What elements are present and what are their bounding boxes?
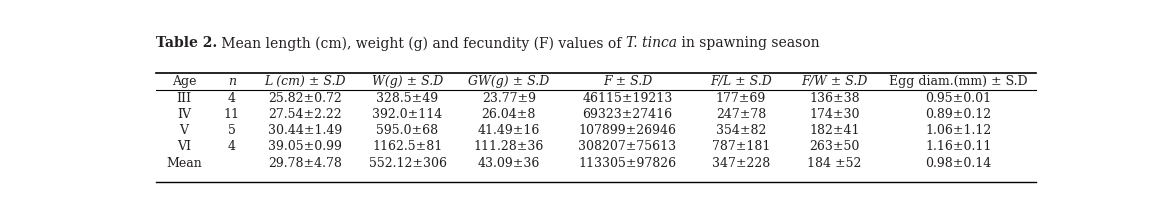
Text: Mean: Mean xyxy=(166,157,201,170)
Text: 177±69: 177±69 xyxy=(715,92,766,105)
Text: V: V xyxy=(179,124,188,137)
Text: 27.54±2.22: 27.54±2.22 xyxy=(269,108,342,121)
Text: 1.16±0.11: 1.16±0.11 xyxy=(926,140,992,154)
Text: 0.98±0.14: 0.98±0.14 xyxy=(926,157,992,170)
Text: 392.0±114: 392.0±114 xyxy=(372,108,443,121)
Text: W(g) ± S.D: W(g) ± S.D xyxy=(372,75,443,88)
Text: GW(g) ± S.D: GW(g) ± S.D xyxy=(468,75,549,88)
Text: 308207±75613: 308207±75613 xyxy=(578,140,677,154)
Text: 184 ±52: 184 ±52 xyxy=(807,157,862,170)
Text: 595.0±68: 595.0±68 xyxy=(377,124,438,137)
Text: F ± S.D: F ± S.D xyxy=(602,75,652,88)
Text: n: n xyxy=(228,75,236,88)
Text: 552.12±306: 552.12±306 xyxy=(369,157,447,170)
Text: Age: Age xyxy=(172,75,197,88)
Text: 347±228: 347±228 xyxy=(712,157,770,170)
Text: in spawning season: in spawning season xyxy=(677,36,820,50)
Text: 39.05±0.99: 39.05±0.99 xyxy=(269,140,342,154)
Text: 26.04±8: 26.04±8 xyxy=(481,108,536,121)
Text: 182±41: 182±41 xyxy=(809,124,859,137)
Text: IV: IV xyxy=(177,108,191,121)
Text: 23.77±9: 23.77±9 xyxy=(481,92,536,105)
Text: 107899±26946: 107899±26946 xyxy=(578,124,677,137)
Text: 0.95±0.01: 0.95±0.01 xyxy=(926,92,992,105)
Text: Egg diam.(mm) ± S.D: Egg diam.(mm) ± S.D xyxy=(890,75,1028,88)
Text: 113305±97826: 113305±97826 xyxy=(578,157,677,170)
Text: VI: VI xyxy=(177,140,191,154)
Text: 4: 4 xyxy=(228,92,236,105)
Text: 0.89±0.12: 0.89±0.12 xyxy=(926,108,992,121)
Text: 29.78±4.78: 29.78±4.78 xyxy=(269,157,342,170)
Text: Mean length (cm), weight (g) and fecundity (F) values of: Mean length (cm), weight (g) and fecundi… xyxy=(217,36,626,51)
Text: 136±38: 136±38 xyxy=(809,92,859,105)
Text: 1162.5±81: 1162.5±81 xyxy=(372,140,443,154)
Text: III: III xyxy=(177,92,192,105)
Text: 30.44±1.49: 30.44±1.49 xyxy=(269,124,342,137)
Text: 69323±27416: 69323±27416 xyxy=(583,108,672,121)
Text: Table 2.: Table 2. xyxy=(156,36,217,50)
Text: 11: 11 xyxy=(223,108,240,121)
Text: F/L ± S.D: F/L ± S.D xyxy=(709,75,772,88)
Text: 263±50: 263±50 xyxy=(809,140,859,154)
Text: T. tinca: T. tinca xyxy=(626,36,677,50)
Text: 1.06±1.12: 1.06±1.12 xyxy=(926,124,992,137)
Text: 4: 4 xyxy=(228,140,236,154)
Text: 787±181: 787±181 xyxy=(712,140,770,154)
Text: 5: 5 xyxy=(228,124,236,137)
Text: 41.49±16: 41.49±16 xyxy=(478,124,540,137)
Text: 328.5±49: 328.5±49 xyxy=(377,92,438,105)
Text: L (cm) ± S.D: L (cm) ± S.D xyxy=(264,75,347,88)
Text: 354±82: 354±82 xyxy=(715,124,766,137)
Text: 174±30: 174±30 xyxy=(809,108,859,121)
Text: 46115±19213: 46115±19213 xyxy=(583,92,672,105)
Text: 25.82±0.72: 25.82±0.72 xyxy=(269,92,342,105)
Text: 43.09±36: 43.09±36 xyxy=(478,157,540,170)
Text: 247±78: 247±78 xyxy=(715,108,766,121)
Text: 111.28±36: 111.28±36 xyxy=(473,140,544,154)
Text: F/W ± S.D: F/W ± S.D xyxy=(801,75,868,88)
